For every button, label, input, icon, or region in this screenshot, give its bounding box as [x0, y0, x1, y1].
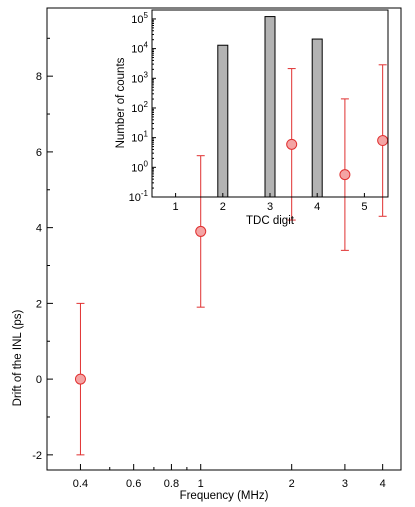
- main-data-points: [74, 64, 389, 456]
- inset-y-axis-label: Number of counts: [115, 57, 127, 148]
- inset-y-tick-label: 103: [131, 70, 148, 85]
- main-x-ticks: 0.4 0.6 0.8 1 2 3 4: [73, 464, 386, 490]
- main-y-tick-label: 6: [36, 147, 42, 159]
- data-point: [377, 135, 389, 147]
- main-y-tick-label: 0: [36, 374, 42, 386]
- inset-y-tick-exponent: 3: [144, 70, 149, 79]
- inset-x-tick-label: 2: [220, 201, 226, 213]
- inset-y-tick-base: 10: [129, 192, 141, 204]
- main-y-tick-label: -2: [32, 450, 42, 462]
- main-y-tick-label: 2: [36, 298, 42, 310]
- inset-x-axis-label: TDC digit: [246, 215, 295, 227]
- inset-y-tick-label: 101: [131, 130, 148, 145]
- inset-y-tick-exponent: 1: [144, 130, 149, 139]
- main-x-axis-label: Frequency (MHz): [180, 490, 269, 502]
- inset-y-tick-label: 105: [131, 11, 148, 26]
- main-y-tick-label: 4: [36, 223, 42, 235]
- inset-y-tick-base: 10: [131, 162, 143, 174]
- data-point: [286, 138, 298, 150]
- inset-y-tick-base: 10: [131, 133, 143, 145]
- main-plot: -2 0 2 4 6 8 0.4 0.6 0.8 1 2 3 4 Frequency (MHz) Dr…: [12, 7, 402, 502]
- inset-y-tick-exponent: 5: [144, 11, 149, 20]
- inset-bar: [217, 44, 229, 198]
- main-x-tick-label: 0.6: [126, 478, 141, 490]
- inset-y-tick-exponent: 0: [144, 159, 149, 168]
- inset-y-tick-label: 104: [131, 41, 148, 56]
- main-x-tick-label: 0.4: [73, 478, 88, 490]
- main-x-tick-label: 2: [289, 478, 295, 490]
- inset-x-ticks: 1 2 3 4 5: [173, 193, 367, 213]
- main-y-tick-label: 8: [36, 71, 42, 83]
- inset-y-tick-label: 10-1: [129, 189, 149, 204]
- main-x-tick-label: 1: [198, 478, 204, 490]
- inset-x-tick-label: 1: [173, 201, 179, 213]
- data-point: [74, 373, 86, 385]
- inset-x-tick-label: 4: [314, 201, 320, 213]
- main-plot-frame: [46, 7, 402, 471]
- inset-y-tick-base: 10: [131, 103, 143, 115]
- inset-y-tick-label: 100: [131, 159, 148, 174]
- main-x-tick-label: 4: [380, 478, 386, 490]
- inset-x-tick-label: 3: [267, 201, 273, 213]
- inset-y-tick-exponent: -1: [141, 189, 149, 198]
- inset-y-tick-base: 10: [131, 73, 143, 85]
- data-point: [339, 169, 351, 181]
- inset-x-tick-label: 5: [361, 201, 367, 213]
- inset-bars: [217, 16, 323, 198]
- inset-bar: [311, 38, 323, 198]
- inset-y-tick-exponent: 2: [144, 100, 149, 109]
- data-point: [195, 225, 207, 237]
- main-x-tick-label: 0.8: [164, 478, 179, 490]
- main-x-tick-label: 3: [342, 478, 348, 490]
- inset-bar: [264, 16, 276, 198]
- inset-y-tick-exponent: 4: [144, 41, 149, 50]
- inset-y-tick-base: 10: [131, 14, 143, 26]
- main-y-axis-label: Drift of the INL (ps): [12, 309, 24, 406]
- inset-y-tick-label: 102: [131, 100, 148, 115]
- inset-y-tick-base: 10: [131, 44, 143, 56]
- main-y-ticks: -2 0 2 4 6 8: [32, 37, 53, 462]
